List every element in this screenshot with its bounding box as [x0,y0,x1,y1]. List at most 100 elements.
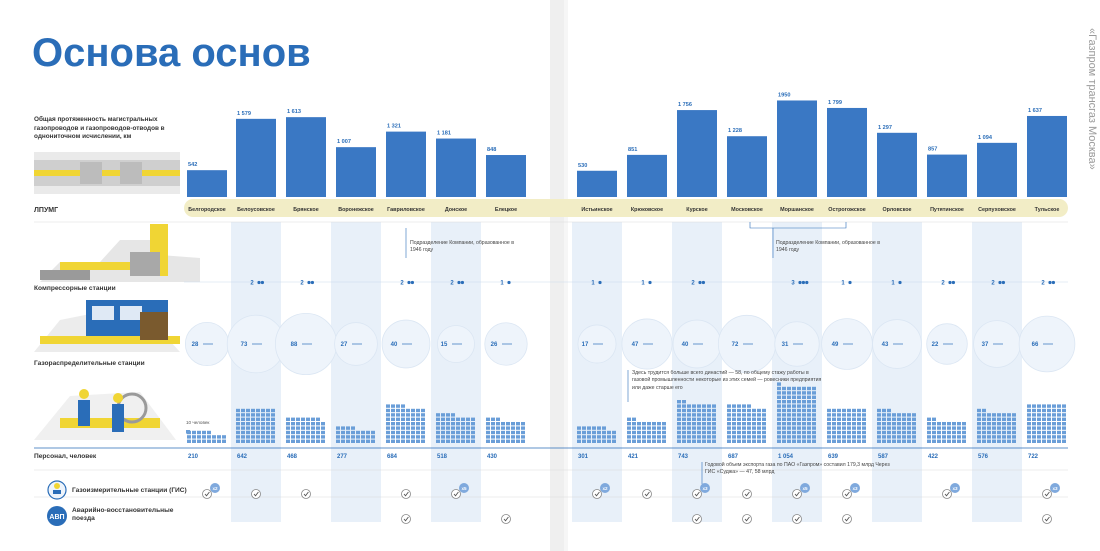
staff-unit [807,404,811,408]
staff-unit [807,435,811,439]
staff-unit [1052,417,1056,421]
compressor-dot [798,280,802,285]
staff-unit [401,408,405,413]
staff-unit [647,435,651,439]
compressor-count: 1 [641,281,645,287]
staff-unit [436,413,440,417]
staff-unit [802,400,806,404]
staff-unit [451,426,455,430]
staff-unit [977,422,981,426]
staff-unit [521,435,525,439]
staff-unit [446,413,450,417]
staff-unit [832,408,836,413]
staff-unit [842,408,846,413]
staff-unit [677,400,681,404]
staff-unit [757,430,761,435]
length-bar [187,170,227,197]
staff-unit [727,422,731,426]
staff-unit [642,439,646,443]
staff-unit [902,435,906,439]
staff-unit [511,422,515,426]
column-band [431,222,481,522]
staff-unit [501,435,505,439]
compressor-dot [460,280,464,285]
staff-unit [371,430,375,435]
staff-unit [977,413,981,417]
staff-unit [296,422,300,426]
staff-unit [1002,413,1006,417]
staff-unit [792,439,796,443]
avp-badge-label: АВП [49,514,64,521]
staff-unit [336,435,340,439]
staff-unit [1027,417,1031,421]
staff-unit [386,413,390,417]
staff-unit [1057,417,1061,421]
staff-unit [256,439,260,443]
staff-unit [802,391,806,395]
staff-unit [982,435,986,439]
staff-unit [897,430,901,435]
staff-unit [451,430,455,435]
staff-unit [506,430,510,435]
staff-unit [202,439,206,443]
staff-unit [777,417,781,421]
compressor-count: 1 [841,281,845,287]
staff-unit [346,439,350,443]
staff-unit [807,413,811,417]
staff-unit [892,435,896,439]
staff-unit [727,435,731,439]
staff-unit [712,435,716,439]
staff-unit [602,426,606,430]
staff-unit [401,426,405,430]
staff-unit [662,435,666,439]
staff-unit [607,435,611,439]
gis-label: Газоизмерительные станции (ГИС) [72,487,187,494]
staff-unit [902,430,906,435]
gis-check-circle [942,489,952,499]
staff-unit [456,439,460,443]
staff-unit [396,426,400,430]
staff-unit [1012,430,1016,435]
compressor-dot [260,280,264,285]
staff-unit [1062,404,1066,408]
staff-unit [466,422,470,426]
staff-unit [321,430,325,435]
lpumg-track [184,199,1068,217]
staff-unit [752,417,756,421]
length-value-label: 1 228 [728,128,742,134]
staff-unit [792,430,796,435]
staff-unit [286,435,290,439]
staff-unit [421,439,425,443]
staff-unit [416,435,420,439]
staff-unit [797,435,801,439]
staff-unit [732,439,736,443]
staff-unit [301,417,305,421]
gds-count: 73 [241,342,248,348]
staff-unit [962,435,966,439]
staff-unit [491,422,495,426]
staff-unit [837,413,841,417]
staff-unit [942,422,946,426]
staff-unit [752,422,756,426]
staff-unit [732,426,736,430]
staff-unit [1007,426,1011,430]
staff-unit [712,417,716,421]
staff-unit [837,417,841,421]
staff-unit [882,430,886,435]
column-band [872,222,922,522]
length-bar [336,147,376,197]
staff-unit [797,426,801,430]
staff-unit [391,413,395,417]
staff-unit [912,439,916,443]
staff-unit [847,426,851,430]
compressor-dot [598,280,602,285]
gis-multiplier-badge [459,483,469,493]
staff-unit [261,435,265,439]
staff-unit [757,435,761,439]
staff-unit [837,408,841,413]
staff-unit [777,430,781,435]
staff-unit [652,422,656,426]
staff-unit [782,395,786,399]
staff-unit [421,422,425,426]
avp-row [401,514,1052,524]
